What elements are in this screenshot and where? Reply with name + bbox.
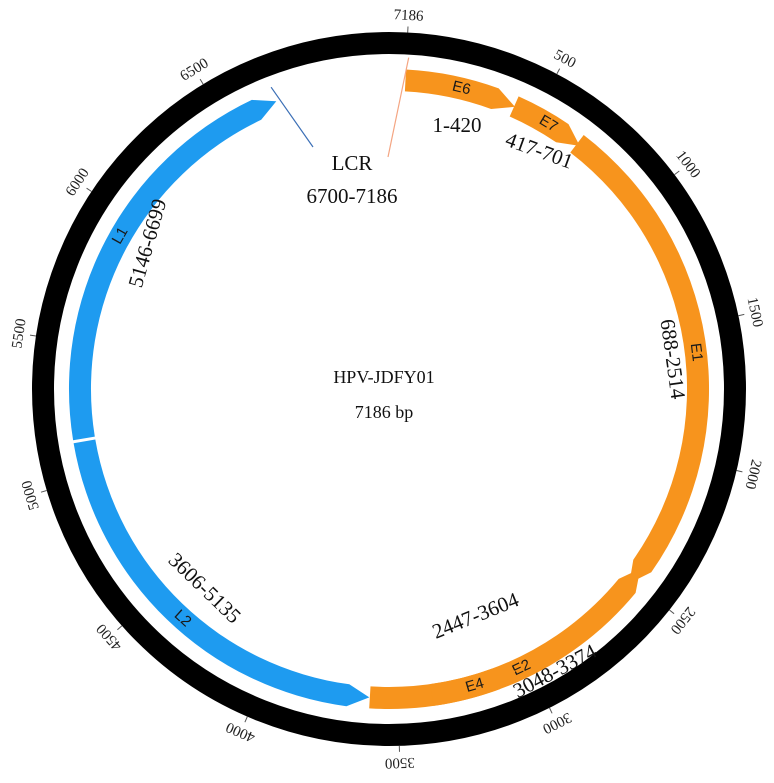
tick-label: 3500 xyxy=(385,754,415,771)
plasmid-name: HPV-JDFY01 xyxy=(333,367,434,387)
tick-label: 4500 xyxy=(94,620,126,653)
gene-arrow-e6 xyxy=(404,69,515,109)
gene-arrow-e7 xyxy=(509,96,580,146)
tick-mark xyxy=(736,470,743,473)
plasmid-size: 7186 bp xyxy=(355,402,414,422)
tick-label: 1000 xyxy=(672,148,703,182)
tick-label: 2500 xyxy=(667,604,698,637)
tick-mark xyxy=(199,78,204,85)
gene-arrow-l2 xyxy=(73,439,370,707)
tick-mark xyxy=(549,707,553,714)
gene-name-e6: E6 xyxy=(451,78,473,99)
tick-mark xyxy=(674,170,680,176)
gene-arrow-e4 xyxy=(430,668,517,706)
range-label-e2: 2447-3604 xyxy=(429,587,523,644)
tick-mark xyxy=(244,716,248,723)
tick-label: 500 xyxy=(551,47,578,72)
tick-label: 3000 xyxy=(540,709,574,737)
lcr-start-leader-line xyxy=(270,86,314,148)
gene-arrow-l1 xyxy=(68,99,277,441)
tick-label: 7186 xyxy=(393,7,424,25)
tick-mark xyxy=(29,334,37,337)
gene-name-e1: E1 xyxy=(687,342,706,362)
genome-backbone-ring xyxy=(32,32,746,746)
gene-name-e2: E2 xyxy=(510,656,534,679)
tick-label: 6500 xyxy=(178,55,212,84)
tick-mark xyxy=(40,490,47,493)
tick-mark xyxy=(117,625,123,631)
tick-marks: 7186 500 1000 1500 2000 2500 3000 3500 4000 4500 5… xyxy=(9,7,765,771)
range-label-e6: 1-420 xyxy=(433,113,482,137)
gene-name-e4: E4 xyxy=(464,675,486,696)
lcr-region: LCR 6700-7186 xyxy=(270,57,410,208)
tick-mark xyxy=(556,68,561,75)
tick-label: 2000 xyxy=(742,458,764,491)
tick-label: 4000 xyxy=(224,719,258,746)
gene-name-l1: L1 xyxy=(109,224,132,247)
tick-label: 6000 xyxy=(63,165,93,199)
tick-mark xyxy=(669,609,675,615)
tick-label: 5500 xyxy=(9,317,29,349)
tick-label: 1500 xyxy=(744,296,766,329)
tick-mark xyxy=(738,313,745,317)
lcr-end-leader-line xyxy=(387,57,410,158)
gene-arrow-e1 xyxy=(570,135,710,584)
lcr-name-label: LCR xyxy=(332,151,373,175)
lcr-range-label: 6700-7186 xyxy=(307,184,398,208)
tick-mark xyxy=(86,187,92,192)
tick-label: 5000 xyxy=(19,479,43,512)
